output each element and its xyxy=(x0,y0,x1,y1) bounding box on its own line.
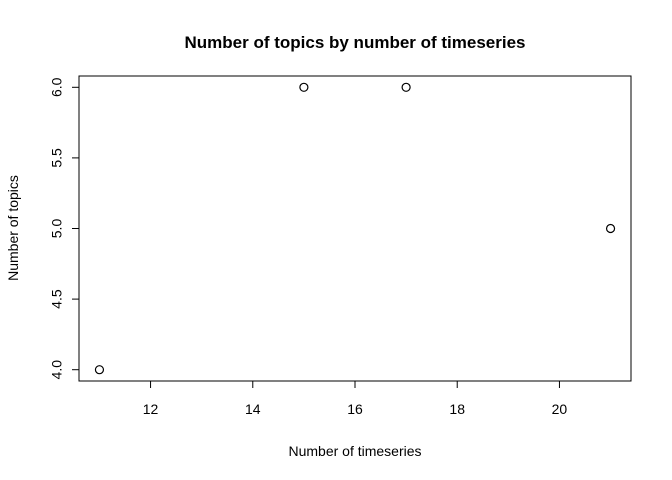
data-point xyxy=(605,223,616,234)
y-tick-label: 6.0 xyxy=(49,77,65,97)
y-tick-label: 5.5 xyxy=(49,148,65,168)
x-tick-label: 18 xyxy=(449,401,465,417)
x-tick-label: 20 xyxy=(552,401,568,417)
x-tick-label: 14 xyxy=(245,401,261,417)
data-point xyxy=(94,365,105,375)
x-tick-label: 16 xyxy=(347,401,363,417)
y-tick-label: 4.0 xyxy=(49,360,65,380)
x-tick-label: 12 xyxy=(143,401,159,417)
y-axis: 4.0 4.5 5.0 5.5 6.0 xyxy=(49,77,80,380)
x-axis-label: Number of timeseries xyxy=(288,443,421,459)
data-points xyxy=(94,82,616,375)
y-axis-label: Number of topics xyxy=(5,175,21,281)
plot-frame xyxy=(78,75,632,382)
data-point xyxy=(401,82,411,92)
y-tick-label: 4.5 xyxy=(49,289,65,309)
x-axis: 12 14 16 18 20 xyxy=(143,380,568,417)
data-point xyxy=(299,82,309,92)
chart-title: Number of topics by number of timeseries xyxy=(184,33,525,52)
y-tick-label: 5.0 xyxy=(49,219,65,239)
